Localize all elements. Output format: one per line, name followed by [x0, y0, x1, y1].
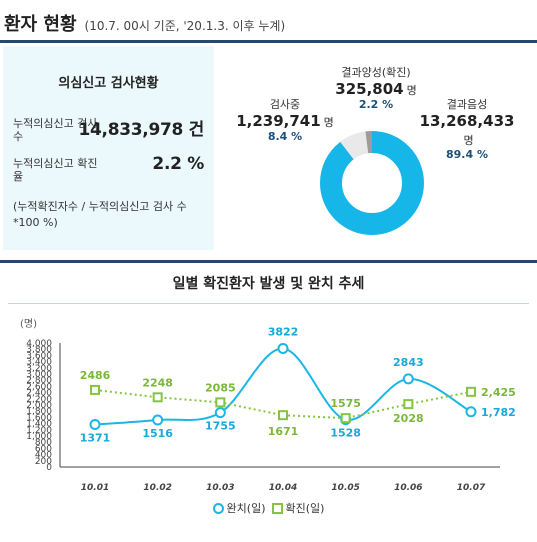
- legend-item-confirmed: 확진(일): [271, 500, 325, 516]
- page-title: 환자 현황: [4, 14, 77, 35]
- y-tick-label: 3,200: [26, 364, 52, 374]
- negative-unit: 명: [463, 134, 474, 147]
- recovered-point: [277, 343, 289, 355]
- confirmed-point: [215, 397, 226, 408]
- positive-unit: 명: [406, 84, 417, 97]
- donut-slice-0: [320, 131, 424, 235]
- y-tick-label: 200: [35, 457, 52, 467]
- y-tick-label: 1,400: [26, 420, 52, 430]
- y-tick-label: 2,200: [26, 395, 52, 405]
- x-tick-label: 10.01: [81, 483, 109, 493]
- y-unit-label: (명): [20, 318, 37, 330]
- top-divider: [0, 40, 537, 43]
- y-tick-label: 400: [35, 451, 52, 461]
- total-tests-value: 14,833,978 건: [78, 120, 204, 140]
- legend-label-confirmed: 확진(일): [285, 502, 325, 515]
- positive-value: 325,804: [335, 80, 404, 98]
- x-tick-label: 10.04: [269, 483, 297, 493]
- positive-percent: 2.2 %: [358, 98, 394, 111]
- y-tick-label: 2,600: [26, 382, 52, 392]
- testing-unit: 명: [323, 116, 334, 129]
- confirmed-data-label: 2085: [205, 381, 236, 394]
- recovered-point: [152, 414, 164, 426]
- x-tick-label: 10.03: [206, 483, 234, 493]
- pie-label-positive: 결과양성(확진) 325,804 명 2.2 %: [334, 64, 418, 111]
- pie-label-testing: 검사중 1,239,741 명 8.4 %: [236, 96, 334, 143]
- test-status-title: 의심신고 검사현황: [58, 76, 159, 91]
- y-tick-label: 3,400: [26, 358, 52, 368]
- pie-label-negative: 결과음성 13,268,433 명 89.4 %: [414, 96, 520, 161]
- positive-label: 결과양성(확진): [341, 66, 411, 79]
- testing-value: 1,239,741: [236, 112, 321, 130]
- recovered-data-label: 1,782: [481, 406, 516, 419]
- recovered-data-label: 1528: [330, 427, 361, 440]
- page-subtitle: (10.7. 00시 기준, '20.1.3. 이후 누계): [84, 19, 286, 33]
- y-tick-label: 800: [35, 438, 52, 448]
- recovered-data-label: 1755: [205, 420, 236, 433]
- page-header: 환자 현황 (10.7. 00시 기준, '20.1.3. 이후 누계): [4, 10, 285, 38]
- recovered-point: [402, 373, 414, 385]
- y-tick-label: 1,600: [26, 413, 52, 423]
- test-status-panel: 의심신고 검사현황 누적의심신고 검사수 14,833,978 건 누적의심신고…: [3, 46, 214, 250]
- confirmed-data-label: 1575: [330, 397, 361, 410]
- confirmed-point: [340, 413, 351, 424]
- x-tick-label: 10.05: [331, 483, 359, 493]
- confirmed-point: [90, 384, 100, 395]
- negative-label: 결과음성: [446, 98, 488, 111]
- legend-label-recovered: 완치(일): [226, 502, 266, 515]
- negative-percent: 89.4 %: [446, 148, 488, 161]
- confirmed-data-label: 2028: [393, 412, 424, 425]
- confirmed-point: [466, 386, 476, 397]
- recovered-data-label: 3822: [268, 326, 299, 339]
- y-tick-label: 3,000: [26, 370, 52, 380]
- x-tick-label: 10.02: [143, 483, 171, 493]
- y-tick-label: 2,000: [26, 401, 52, 411]
- x-tick-label: 10.07: [457, 483, 486, 493]
- chart-title-divider: [8, 303, 529, 304]
- x-tick-label: 10.06: [394, 483, 422, 493]
- y-tick-label: 2,400: [26, 389, 52, 399]
- confirmed-data-label: 2,425: [481, 386, 516, 399]
- confirmed-point: [403, 399, 414, 410]
- recovered-data-label: 1371: [80, 431, 111, 444]
- y-tick-label: 1,200: [26, 426, 52, 436]
- positive-rate-note: (누적확진자수 / 누적의심신고 검사 수 *100 %): [13, 200, 187, 229]
- confirmed-data-label: 2486: [80, 369, 111, 382]
- confirmed-data-label: 2248: [142, 376, 173, 389]
- chart-title: 일별 확진환자 발생 및 완치 추세: [172, 276, 365, 292]
- donut-slice-2: [320, 131, 424, 235]
- testing-label: 검사중: [269, 98, 301, 111]
- legend-item-recovered: 완치(일): [212, 500, 266, 516]
- y-tick-label: 2,800: [26, 376, 52, 386]
- recovered-point: [465, 406, 477, 418]
- section-divider: [0, 260, 537, 263]
- y-tick-label: 0: [46, 463, 52, 473]
- chart-legend: 완치(일) 확진(일): [0, 500, 537, 516]
- testing-percent: 8.4 %: [267, 130, 303, 143]
- confirmed-point: [278, 410, 288, 421]
- y-tick-label: 1,800: [26, 407, 52, 417]
- y-tick-label: 600: [35, 444, 52, 454]
- positive-rate-label: 누적의심신고 확진율: [13, 157, 98, 183]
- recovered-data-label: 2843: [393, 356, 424, 369]
- positive-rate-value: 2.2 %: [152, 154, 204, 174]
- legend-square-marker-icon: [271, 502, 283, 514]
- recovered-point: [89, 418, 101, 430]
- y-tick-label: 1,000: [26, 432, 52, 442]
- confirmed-data-label: 1671: [268, 425, 299, 438]
- legend-circle-marker-icon: [212, 502, 224, 514]
- confirmed-point: [152, 392, 163, 403]
- y-tick-label: 4,000: [26, 339, 52, 349]
- recovered-point: [214, 407, 226, 419]
- y-tick-label: 3,800: [26, 345, 52, 355]
- negative-value: 13,268,433: [419, 112, 515, 130]
- y-tick-label: 3,600: [26, 351, 52, 361]
- recovered-data-label: 1516: [142, 427, 173, 440]
- total-tests-label: 누적의심신고 검사수: [13, 117, 98, 143]
